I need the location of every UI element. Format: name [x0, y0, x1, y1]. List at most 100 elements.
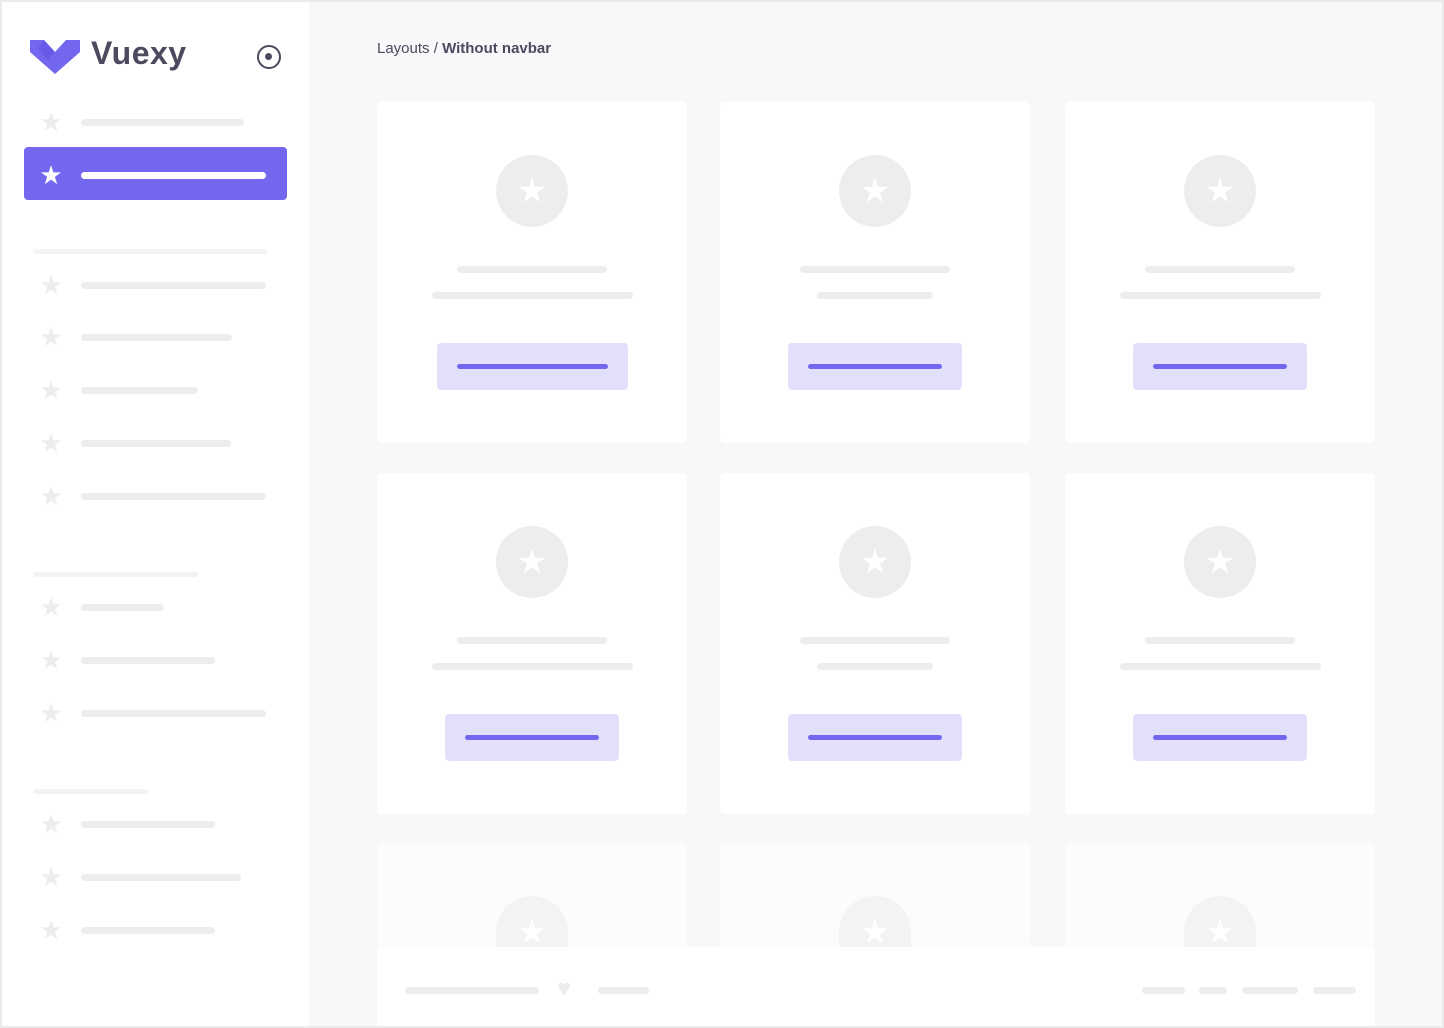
- card: ★: [720, 473, 1030, 814]
- section-divider: [33, 572, 198, 577]
- card: ★: [377, 473, 687, 814]
- sidebar-item[interactable]: ★: [2, 364, 309, 416]
- card-text-placeholder: [1119, 292, 1321, 299]
- sidebar-item[interactable]: ★: [2, 904, 309, 956]
- footer-link-placeholder[interactable]: [1313, 987, 1356, 994]
- card-text-placeholder: [817, 663, 933, 670]
- footer-text-placeholder: [598, 987, 649, 994]
- sidebar-item[interactable]: ★: [2, 96, 309, 148]
- sidebar-item-label-placeholder: [81, 282, 266, 289]
- card-title-placeholder: [457, 266, 607, 273]
- card: ★: [1065, 843, 1375, 951]
- card-button[interactable]: [1133, 343, 1307, 390]
- star-icon: ★: [39, 915, 63, 945]
- footer-link-placeholder[interactable]: [1242, 987, 1298, 994]
- card-button-label-placeholder: [1153, 735, 1287, 740]
- section-divider: [33, 789, 148, 794]
- star-icon: ★: [496, 896, 568, 951]
- star-icon: ★: [39, 160, 63, 190]
- card-text-placeholder: [431, 292, 633, 299]
- sidebar-item-label-placeholder: [81, 710, 266, 717]
- breadcrumb-separator: /: [433, 40, 438, 57]
- sidebar-item[interactable]: ★: [2, 259, 309, 311]
- breadcrumb-current: Without navbar: [442, 40, 552, 57]
- star-icon: ★: [839, 896, 911, 951]
- sidebar-item-label-placeholder: [81, 821, 215, 828]
- card-button-label-placeholder: [808, 364, 942, 369]
- card: ★: [377, 102, 687, 443]
- star-icon: ★: [839, 526, 911, 598]
- card-title-placeholder: [800, 637, 950, 644]
- star-icon: ★: [39, 645, 63, 675]
- card: ★: [1065, 473, 1375, 814]
- sidebar-toggle-icon[interactable]: [257, 45, 281, 69]
- card: ★: [720, 102, 1030, 443]
- sidebar-item-label-placeholder: [81, 657, 215, 664]
- star-icon: ★: [39, 481, 63, 511]
- star-icon: ★: [496, 155, 568, 227]
- star-icon: ★: [839, 155, 911, 227]
- sidebar-item-label-placeholder: [81, 493, 266, 500]
- star-icon: ★: [39, 107, 63, 137]
- footer-link-placeholder[interactable]: [1199, 987, 1227, 994]
- star-icon: ★: [496, 526, 568, 598]
- footer-link-placeholder[interactable]: [1142, 987, 1185, 994]
- sidebar-item[interactable]: ★: [2, 149, 309, 201]
- footer: ♥: [377, 947, 1375, 1026]
- card-title-placeholder: [457, 637, 607, 644]
- sidebar-item[interactable]: ★: [2, 798, 309, 850]
- card-text-placeholder: [817, 292, 933, 299]
- star-icon: ★: [39, 592, 63, 622]
- star-icon: ★: [39, 375, 63, 405]
- sidebar-item[interactable]: ★: [2, 581, 309, 633]
- sidebar-item-label-placeholder: [81, 334, 232, 341]
- star-icon: ★: [39, 862, 63, 892]
- card-button-label-placeholder: [456, 364, 608, 369]
- section-divider: [33, 249, 267, 254]
- star-icon: ★: [39, 322, 63, 352]
- sidebar-item-label-placeholder: [81, 119, 244, 126]
- sidebar: Vuexy ★ ★ ★ ★ ★ ★ ★ ★ ★ ★ ★ ★ ★: [2, 2, 309, 1026]
- vuexy-logo: [30, 40, 80, 74]
- star-icon: ★: [39, 698, 63, 728]
- sidebar-item-label-placeholder: [81, 874, 241, 881]
- card-text-placeholder: [431, 663, 633, 670]
- card-button-label-placeholder: [808, 735, 942, 740]
- star-icon: ★: [1184, 155, 1256, 227]
- card-button[interactable]: [1133, 714, 1307, 761]
- star-icon: ★: [1184, 526, 1256, 598]
- star-icon: ★: [39, 809, 63, 839]
- card-title-placeholder: [1145, 266, 1295, 273]
- card-title-placeholder: [800, 266, 950, 273]
- card: ★: [720, 843, 1030, 951]
- card-text-placeholder: [1119, 663, 1321, 670]
- breadcrumb-parent[interactable]: Layouts: [377, 40, 430, 57]
- sidebar-item[interactable]: ★: [2, 311, 309, 363]
- star-icon: ★: [39, 270, 63, 300]
- sidebar-item-label-placeholder: [81, 172, 266, 179]
- sidebar-item[interactable]: ★: [2, 417, 309, 469]
- sidebar-item[interactable]: ★: [2, 470, 309, 522]
- card-button-label-placeholder: [1153, 364, 1287, 369]
- breadcrumb: Layouts / Without navbar: [377, 40, 551, 57]
- sidebar-item-label-placeholder: [81, 387, 198, 394]
- sidebar-item[interactable]: ★: [2, 634, 309, 686]
- sidebar-item-label-placeholder: [81, 604, 164, 611]
- card-button[interactable]: [445, 714, 619, 761]
- card-button[interactable]: [788, 343, 962, 390]
- card-title-placeholder: [1145, 637, 1295, 644]
- sidebar-item[interactable]: ★: [2, 687, 309, 739]
- heart-icon: ♥: [557, 975, 572, 1002]
- sidebar-item-label-placeholder: [81, 927, 215, 934]
- sidebar-item-label-placeholder: [81, 440, 231, 447]
- card-button[interactable]: [788, 714, 962, 761]
- card-button-label-placeholder: [465, 735, 599, 740]
- footer-copyright-placeholder: [405, 987, 539, 994]
- sidebar-item[interactable]: ★: [2, 851, 309, 903]
- card: ★: [377, 843, 687, 951]
- brand-name: Vuexy: [91, 35, 187, 71]
- card-button[interactable]: [436, 343, 628, 390]
- card: ★: [1065, 102, 1375, 443]
- star-icon: ★: [1184, 896, 1256, 951]
